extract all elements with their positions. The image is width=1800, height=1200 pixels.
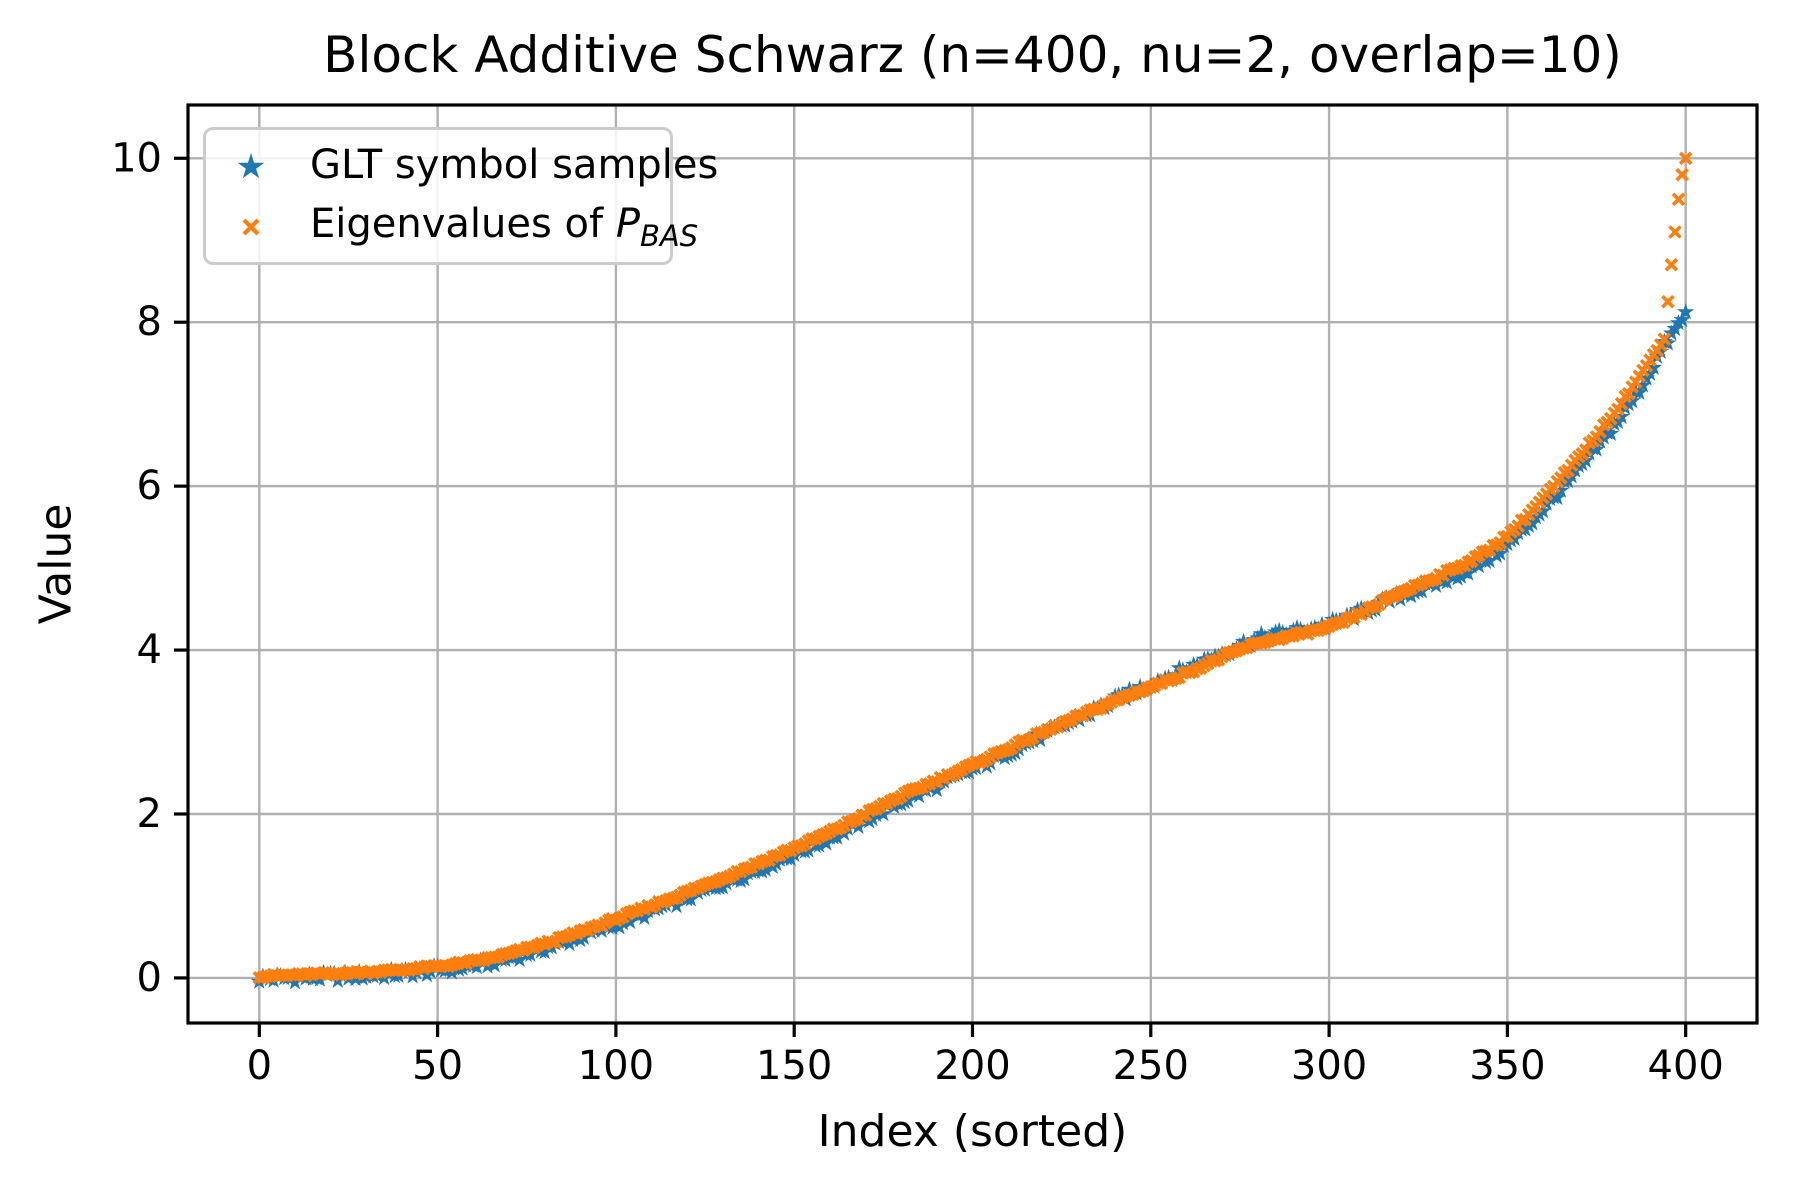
y-tick-label: 0 xyxy=(137,955,162,1001)
legend-label-eigenvalues-subscript: BAS xyxy=(639,219,699,253)
legend-label-eigenvalues-var: P xyxy=(615,201,640,247)
tick-marks xyxy=(174,156,1688,1037)
x-tick-label: 150 xyxy=(756,1043,832,1089)
chart-title: Block Additive Schwarz (n=400, nu=2, ove… xyxy=(323,26,1622,84)
x-tick-label: 0 xyxy=(247,1043,272,1089)
series-eigenvalues xyxy=(252,151,1693,985)
x-tick-label: 400 xyxy=(1648,1043,1724,1089)
legend-label-glt-samples: GLT symbol samples xyxy=(310,142,719,188)
star-icon xyxy=(237,153,265,179)
legend-label-eigenvalues: Eigenvalues of PBAS xyxy=(310,201,698,253)
y-tick-label: 4 xyxy=(137,627,162,673)
x-tick-label: 200 xyxy=(934,1043,1010,1089)
legend-entry-eigenvalues: Eigenvalues of PBAS xyxy=(206,197,698,257)
legend: GLT symbol samples Eigenvalues of PBAS xyxy=(203,127,718,265)
x-tick-label: 300 xyxy=(1291,1043,1367,1089)
x-tick-label: 100 xyxy=(578,1043,654,1089)
x-tick-label: 50 xyxy=(412,1043,463,1089)
x-tick-label: 350 xyxy=(1469,1043,1545,1089)
x-tick-label: 250 xyxy=(1113,1043,1189,1089)
legend-entry-glt-samples: GLT symbol samples xyxy=(206,135,718,195)
y-tick-label: 10 xyxy=(111,135,162,181)
legend-label-eigenvalues-prefix: Eigenvalues of xyxy=(310,201,616,247)
y-tick-label: 8 xyxy=(137,299,162,345)
y-tick-label: 2 xyxy=(137,791,162,837)
x-axis-label: Index (sorted) xyxy=(817,1106,1128,1157)
tick-labels: 0 50 100 150 200 250 300 350 400 0 2 4 6 8 10 xyxy=(111,135,1724,1089)
y-axis-label: Value xyxy=(30,503,82,625)
x-marker-icon xyxy=(242,218,260,236)
y-tick-label: 6 xyxy=(137,463,162,509)
